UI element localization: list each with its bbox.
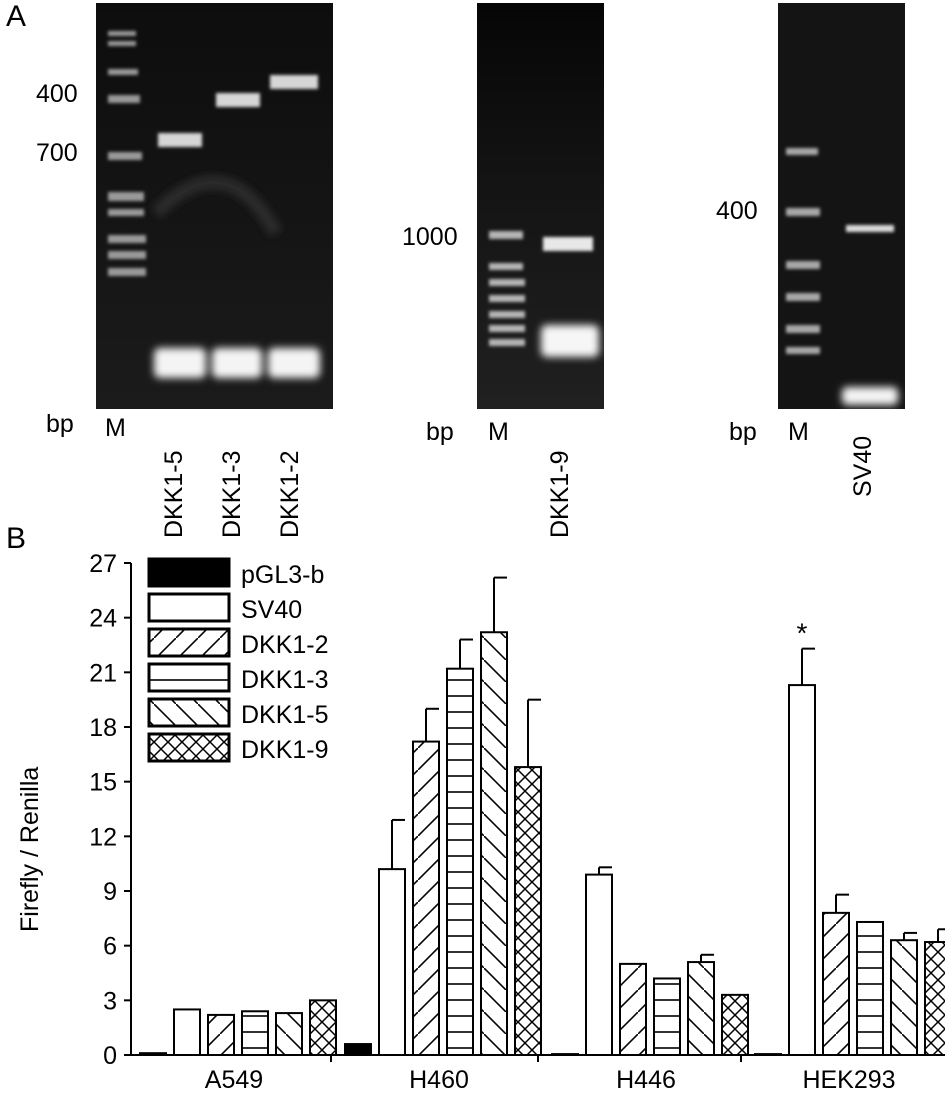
bar-pgl3-b-a549 [139,1052,167,1056]
bar-pgl3-b-h460 [344,1043,372,1056]
legend-label-dkk1-2: DKK1-2 [241,631,329,659]
y-tick-label: 6 [103,933,117,961]
bar-dkk1-9-hek293 [924,941,945,1056]
bar-dkk1-5-h446 [687,961,715,1056]
gel1-marker-700: 700 [36,139,78,167]
gel1-lane-m: M [105,414,126,442]
bar-dkk1-2-a549 [207,1013,235,1057]
y-tick-label: 24 [89,605,117,633]
legend-swatch-dkk1-9 [147,732,231,763]
bar-dkk1-5-a549 [275,1012,303,1056]
bar-dkk1-2-h446 [619,962,647,1057]
legend-swatch-pgl3-b [147,557,231,588]
x-category-label: H446 [616,1066,676,1094]
legend-swatch-dkk1-2 [147,627,231,658]
legend-swatch-sv40 [147,592,231,623]
gel2-marker-1000: 1000 [402,223,458,251]
legend-label-dkk1-5: DKK1-5 [241,701,329,729]
gel3-marker-400: 400 [716,197,758,225]
gel3-bp-label: bp [729,418,757,446]
legend-label-sv40: SV40 [241,596,302,624]
y-tick-label: 21 [89,659,117,687]
legend-label-dkk1-9: DKK1-9 [241,736,329,764]
y-tick-label: 9 [103,878,117,906]
y-tick-label: 18 [89,714,117,742]
panel-a-letter: A [6,0,27,33]
bar-pgl3-b-h446 [551,1053,579,1056]
y-tick-label: 15 [89,769,117,797]
bar-sv40-a549 [173,1008,201,1057]
y-tick-label: 0 [103,1042,117,1070]
bar-dkk1-3-h446 [653,977,681,1057]
x-category-label: HEK293 [802,1066,895,1094]
bar-dkk1-5-hek293 [890,939,918,1057]
bar-sv40-h460 [378,868,406,1057]
legend-swatch-dkk1-5 [147,697,231,728]
bar-dkk1-9-a549 [309,999,337,1056]
gel-image-2 [477,3,604,409]
bar-dkk1-3-h460 [446,667,474,1056]
significance-asterisk: * [797,618,808,649]
bar-dkk1-9-h460 [514,766,542,1056]
legend-swatch-dkk1-3 [147,662,231,693]
gel2-bp-label: bp [426,418,454,446]
gel1-bp-label: bp [46,410,74,438]
y-tick-label: 3 [103,987,117,1015]
legend-label-dkk1-3: DKK1-3 [241,666,329,694]
bar-dkk1-3-hek293 [856,920,884,1056]
y-tick-label: 27 [89,550,117,578]
gel1-marker-400: 400 [36,80,78,108]
y-axis-label: Firefly / Renilla [16,766,44,932]
bar-dkk1-9-h446 [721,993,749,1056]
bar-sv40-h446 [585,873,613,1056]
legend-label-pgl3-b: pGL3-b [241,561,324,589]
bar-dkk1-3-a549 [241,1010,269,1056]
x-category-label: A549 [205,1066,263,1094]
bar-dkk1-5-h460 [480,631,508,1056]
gel2-lane-m: M [488,418,509,446]
bar-sv40-hek293 [788,684,816,1056]
bar-pgl3-b-hek293 [754,1053,782,1056]
gel-image-1 [96,3,333,409]
bar-dkk1-2-h460 [412,740,440,1056]
x-category-label: H460 [409,1066,469,1094]
panel-b-letter: B [6,522,27,555]
gel-image-3 [778,3,905,409]
bar-dkk1-2-hek293 [822,911,850,1056]
y-tick-label: 12 [89,823,117,851]
gel3-lane-m: M [788,418,809,446]
